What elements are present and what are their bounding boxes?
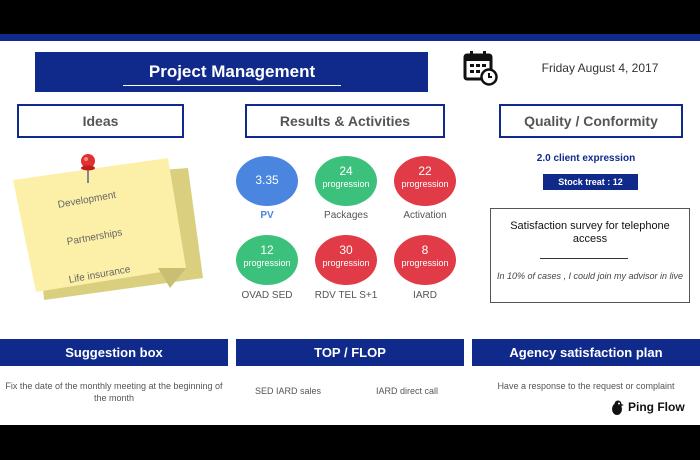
metric-packages-circle: 24 progression bbox=[315, 156, 377, 206]
survey-title: Satisfaction survey for telephone access bbox=[510, 220, 670, 245]
pingflow-bird-icon bbox=[612, 400, 624, 415]
metric-label: IARD bbox=[413, 290, 437, 301]
metric-label: OVAD SED bbox=[241, 290, 293, 301]
top-item: SED IARD sales bbox=[254, 386, 322, 396]
metric-ovad-sed-circle: 12 progression bbox=[236, 235, 298, 285]
metric-activation-circle: 22 progression bbox=[394, 156, 456, 206]
brand-name: Ping Flow bbox=[628, 400, 685, 414]
sticky-note bbox=[8, 150, 208, 310]
calendar-clock-icon bbox=[463, 50, 499, 86]
suggestion-box-header: Suggestion box bbox=[0, 339, 228, 366]
pushpin-icon bbox=[78, 153, 100, 185]
client-expression-label: 2.0 client expression bbox=[536, 153, 636, 164]
stock-treat-badge: Stock treat : 12 bbox=[543, 174, 638, 190]
metric-rdv-tel-circle: 30 progression bbox=[315, 235, 377, 285]
results-activities-header: Results & Activities bbox=[245, 104, 445, 138]
survey-divider bbox=[540, 258, 628, 259]
satisfaction-survey-card bbox=[490, 208, 690, 303]
top-black-bar bbox=[0, 0, 700, 34]
metric-label: RDV TEL S+1 bbox=[314, 290, 378, 301]
survey-text: In 10% of cases , I could join my adviso… bbox=[496, 271, 684, 281]
date-label: Friday August 4, 2017 bbox=[541, 61, 659, 75]
top-flop-header: TOP / FLOP bbox=[236, 339, 464, 366]
metric-pv-circle: 3.35 bbox=[236, 156, 298, 206]
bottom-black-bar bbox=[0, 425, 700, 460]
metric-iard-circle: 8 progression bbox=[394, 235, 456, 285]
pingflow-logo: Ping Flow bbox=[610, 400, 695, 416]
agency-satisfaction-header: Agency satisfaction plan bbox=[472, 339, 700, 366]
ideas-header: Ideas bbox=[17, 104, 184, 138]
flop-item: IARD direct call bbox=[375, 386, 438, 396]
suggestion-text: Fix the date of the monthly meeting at t… bbox=[5, 381, 223, 403]
quality-conformity-header: Quality / Conformity bbox=[499, 104, 683, 138]
agency-text: Have a response to the request or compla… bbox=[497, 381, 675, 391]
top-blue-stripe bbox=[0, 34, 700, 41]
metric-label: PV bbox=[260, 210, 274, 221]
page-title: Project Management bbox=[123, 60, 341, 86]
metric-label: Activation bbox=[403, 210, 447, 221]
metric-label: Packages bbox=[324, 210, 368, 221]
